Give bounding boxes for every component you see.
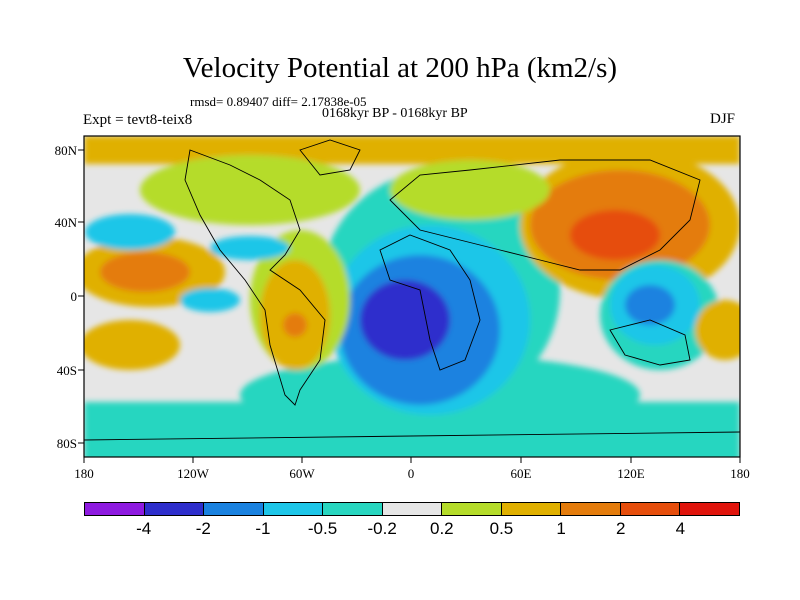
plot-title: Velocity Potential at 200 hPa (km2/s) (182, 52, 618, 84)
lat-label-80n: 80N (54, 143, 77, 158)
colorbar (84, 502, 740, 516)
period-label: 0168kyr BP - 0168kyr BP (322, 106, 468, 121)
contour-fields (84, 136, 740, 457)
colorbar-swatch-7 (501, 503, 562, 515)
lon-label-60w: 60W (289, 466, 315, 481)
coastlines (84, 139, 740, 441)
lon-label-120e: 120E (617, 466, 645, 481)
colorbar-label: 0.5 (489, 519, 514, 538)
colorbar-label: -1 (255, 519, 271, 538)
lon-label-60e: 60E (510, 466, 532, 481)
lon-label-0: 0 (407, 466, 415, 481)
colorbar-label: 4 (675, 519, 686, 538)
colorbar-swatch-0 (85, 503, 145, 515)
lat-label-0: 0 (70, 289, 78, 304)
colorbar-label: -2 (195, 519, 211, 538)
lat-label-40n: 40N (54, 215, 77, 230)
colorbar-swatch-1 (144, 503, 205, 515)
colorbar-label: -4 (136, 519, 152, 538)
colorbar-swatch-10 (680, 503, 740, 515)
colorbar-label: 0.2 (429, 519, 454, 538)
colorbar-swatch-8 (561, 503, 621, 515)
colorbar-swatch-2 (204, 503, 264, 515)
lon-label-180e: 180 (730, 466, 750, 481)
colorbar-swatch-5 (382, 503, 443, 515)
season-label: DJF (710, 111, 736, 127)
axis-ticks (78, 149, 741, 463)
colorbar-label: -0.2 (367, 519, 397, 538)
colorbar-label: 1 (556, 519, 566, 538)
lat-label-40s: 40S (56, 363, 77, 378)
colorbar-swatch-9 (620, 503, 681, 515)
lat-label-80s: 80S (56, 436, 77, 451)
colorbar-swatch-3 (263, 503, 324, 515)
lon-label-120w: 120W (177, 466, 209, 481)
stats-label: rmsd= 0.89407 diff= 2.17838e-05 (190, 94, 367, 109)
colorbar-label: -0.5 (307, 519, 338, 538)
experiment-label: Expt = tevt8-teix8 (83, 112, 193, 128)
colorbar-label: 2 (615, 519, 626, 538)
colorbar-swatch-6 (442, 503, 502, 515)
colorbar-swatch-4 (323, 503, 383, 515)
lon-label-180w: 180 (74, 466, 94, 481)
